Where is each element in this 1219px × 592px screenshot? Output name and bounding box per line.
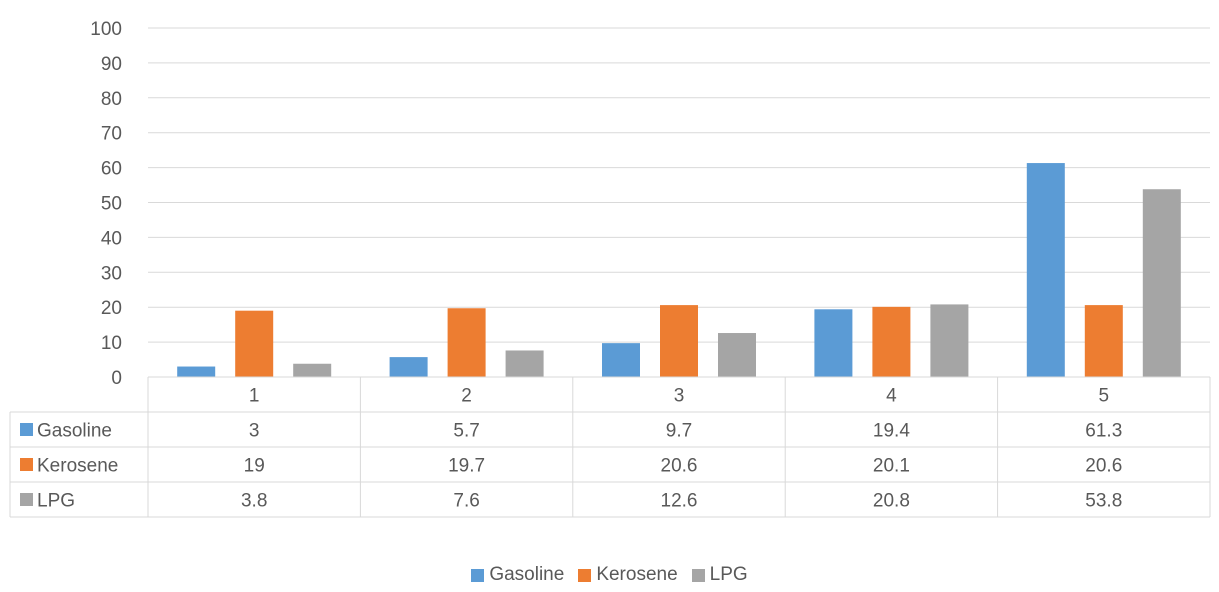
bar-gasoline-2 [389,357,428,377]
table-cell-lpg: 53.8 [1085,491,1122,512]
table-cell-gasoline: 9.7 [666,421,692,442]
table-swatch-gasoline [20,423,33,436]
legend-item-gasoline: Gasoline [471,564,564,586]
bar-gasoline-4 [814,309,853,377]
y-tick-label: 20 [101,298,122,319]
bar-lpg-4 [930,304,969,377]
table-series-label-lpg: LPG [37,491,75,512]
y-tick-label: 10 [101,333,122,354]
bar-gasoline-3 [602,343,640,377]
bar-lpg-3 [718,333,756,377]
table-cell-gasoline: 19.4 [873,421,910,442]
y-tick-label: 0 [111,368,122,389]
y-tick-label: 100 [90,19,122,40]
table-cell-kerosene: 20.6 [661,456,698,477]
bar-kerosene-4 [872,306,911,377]
table-cell-kerosene: 20.6 [1085,456,1122,477]
legend-swatch-lpg [691,568,705,582]
legend-item-lpg: LPG [691,564,748,586]
y-tick-label: 40 [101,228,122,249]
table-cell-gasoline: 5.7 [453,421,479,442]
legend-item-kerosene: Kerosene [578,564,678,586]
bar-gasoline-1 [177,366,216,377]
legend-swatch-gasoline [471,568,485,582]
table-cell-gasoline: 3 [249,421,260,442]
table-cell-kerosene: 19.7 [448,456,485,477]
x-tick-label: 1 [249,386,260,407]
chart: 0 10 20 30 40 50 60 70 80 90 100 1 2 3 4 5 Gasoline 3 5.7 9… [9,19,1211,518]
table-cell-lpg: 12.6 [661,491,698,512]
table-series-label-kerosene: Kerosene [37,456,118,477]
y-tick-label: 50 [101,194,122,215]
bar-kerosene-2 [447,308,486,377]
bar-gasoline-5 [1026,163,1065,377]
bar-lpg-1 [293,363,332,377]
bar-kerosene-1 [235,310,274,377]
table-series-label-gasoline: Gasoline [37,421,112,442]
table-cell-lpg: 20.8 [873,491,910,512]
table-cell-kerosene: 20.1 [873,456,910,477]
x-tick-label: 4 [886,386,897,407]
legend-label-gasoline: Gasoline [489,564,565,585]
table-swatch-kerosene [20,458,33,471]
bar-lpg-5 [1142,189,1181,377]
legend-label-kerosene: Kerosene [596,564,678,585]
y-tick-label: 80 [101,89,122,110]
legend: Gasoline Kerosene LPG [0,562,1219,588]
x-tick-label: 5 [1099,386,1110,407]
bar-kerosene-3 [660,305,698,377]
legend-swatch-kerosene [578,568,592,582]
x-tick-label: 3 [674,386,685,407]
table-cell-gasoline: 61.3 [1085,421,1122,442]
x-tick-label: 2 [461,386,472,407]
y-tick-label: 60 [101,159,122,180]
table-cell-kerosene: 19 [244,456,265,477]
table-cell-lpg: 7.6 [453,491,479,512]
y-tick-label: 90 [101,54,122,75]
table-cell-lpg: 3.8 [241,491,267,512]
y-tick-label: 30 [101,263,122,284]
bar-kerosene-5 [1084,305,1123,377]
y-tick-label: 70 [101,124,122,145]
bar-lpg-2 [505,350,544,377]
legend-label-lpg: LPG [709,564,748,585]
table-swatch-lpg [20,493,33,506]
